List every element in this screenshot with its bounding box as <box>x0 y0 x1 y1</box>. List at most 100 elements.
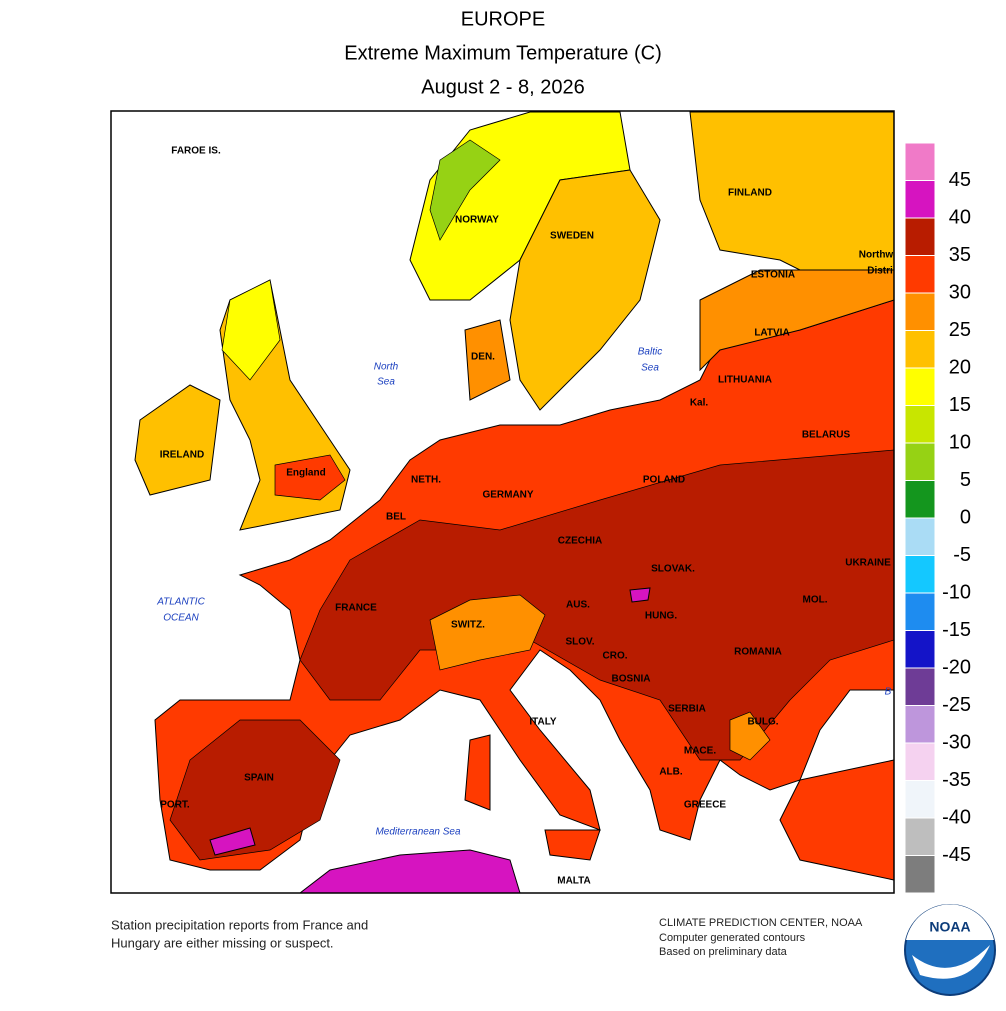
legend-label: -45 <box>942 844 971 866</box>
dates: August 2 - 8, 2026 <box>421 76 584 98</box>
legend-swatch <box>904 367 936 406</box>
legend-label: 10 <box>949 431 971 453</box>
map-label: Kal. <box>690 398 709 409</box>
legend-label: -35 <box>942 769 971 791</box>
legend-swatch <box>904 817 936 856</box>
map-label: SLOV. <box>565 637 594 648</box>
legend-swatch <box>904 592 936 631</box>
land <box>779 759 895 881</box>
legend: 45 40 35 30 25 20 15 10 5 0 -5 -10 -15 -20 -25 -30 -35 -4… <box>904 142 971 894</box>
map-label: MOL. <box>803 595 828 606</box>
legend-label: -15 <box>942 619 971 641</box>
legend-swatch <box>904 180 936 219</box>
map-label: HUNG. <box>645 611 677 622</box>
land <box>509 169 661 411</box>
footnote: Hungary are either missing or suspect. <box>111 935 334 950</box>
map-label: LITHUANIA <box>718 375 772 386</box>
legend-swatch <box>904 855 936 894</box>
legend-label: 0 <box>960 506 971 528</box>
sea-label: North <box>374 362 399 373</box>
land <box>169 719 341 861</box>
land <box>544 829 601 861</box>
map-label: POLAND <box>643 475 685 486</box>
sea-label: Sea <box>641 363 659 374</box>
map-label: CZECHIA <box>558 536 602 547</box>
legend-label: 5 <box>960 469 971 491</box>
legend-swatch <box>904 780 936 819</box>
legend-label: 20 <box>949 356 971 378</box>
map-label: IRELAND <box>160 450 204 461</box>
legend-swatch <box>904 255 936 294</box>
legend-swatch <box>904 405 936 444</box>
land <box>299 449 895 761</box>
credit: CLIMATE PREDICTION CENTER, NOAA <box>659 917 863 929</box>
sea-label: Mediterranean Sea <box>375 827 460 838</box>
legend-swatch <box>904 555 936 594</box>
credit: Based on preliminary data <box>659 946 788 958</box>
legend-swatch <box>904 517 936 556</box>
map-label: England <box>286 468 325 479</box>
map-label: MALTA <box>557 876 591 887</box>
map-label: UKRAINE <box>845 558 891 569</box>
legend-label: -30 <box>942 731 971 753</box>
legend-swatch <box>904 442 936 481</box>
map-label: FAROE IS. <box>171 146 221 157</box>
map-label: BOSNIA <box>612 674 651 685</box>
legend-label: 15 <box>949 394 971 416</box>
legend-swatch <box>904 330 936 369</box>
land <box>464 319 511 401</box>
noaa-logo: NOAA <box>904 904 996 996</box>
map-label: FRANCE <box>335 603 377 614</box>
land <box>729 711 771 761</box>
land <box>629 587 651 603</box>
legend-label: -5 <box>953 544 971 566</box>
legend-label: -25 <box>942 694 971 716</box>
sea-label: B <box>885 687 892 698</box>
land <box>699 269 895 372</box>
credit: Computer generated contours <box>659 932 806 944</box>
map-label: GERMANY <box>482 490 533 501</box>
legend-swatch <box>904 142 936 181</box>
land <box>274 454 346 501</box>
legend-swatch <box>904 667 936 706</box>
map-label: SPAIN <box>244 773 274 784</box>
legend-swatch <box>904 217 936 256</box>
map-label: NORWAY <box>455 215 499 226</box>
map-label: Distri <box>867 266 893 277</box>
map-label: ESTONIA <box>751 270 795 281</box>
sea-label: Sea <box>377 377 395 388</box>
map-label: BULG. <box>747 717 778 728</box>
map-label: AUS. <box>566 600 590 611</box>
map-label: SERBIA <box>668 704 706 715</box>
legend-swatch <box>904 480 936 519</box>
map-frame <box>110 110 895 894</box>
map-label: LATVIA <box>754 328 789 339</box>
map-label: PORT. <box>160 800 190 811</box>
map-label: Northw <box>859 250 894 261</box>
legend-swatch <box>904 705 936 744</box>
legend-label: 30 <box>949 281 971 303</box>
legend-label: -40 <box>942 806 971 828</box>
land <box>209 827 256 856</box>
footnote: Station precipitation reports from Franc… <box>111 917 368 932</box>
region: EUROPE <box>461 8 545 30</box>
sea-label: OCEAN <box>163 613 199 624</box>
map-label: CRO. <box>603 651 628 662</box>
map-label: FINLAND <box>728 188 772 199</box>
map-label: MACE. <box>684 746 716 757</box>
map-label: NETH. <box>411 475 441 486</box>
title: Extreme Maximum Temperature (C) <box>344 42 661 64</box>
map-label: BELARUS <box>802 430 851 441</box>
legend-label: 40 <box>949 206 971 228</box>
sea-label: ATLANTIC <box>156 597 205 608</box>
land <box>464 734 491 811</box>
land <box>134 384 221 496</box>
map-label: ALB. <box>659 767 683 778</box>
map-label: BEL <box>386 512 406 523</box>
legend-swatch <box>904 292 936 331</box>
map-label: SWEDEN <box>550 231 594 242</box>
legend-label: -20 <box>942 656 971 678</box>
legend-label: 45 <box>949 169 971 191</box>
logo-text: NOAA <box>929 919 970 935</box>
